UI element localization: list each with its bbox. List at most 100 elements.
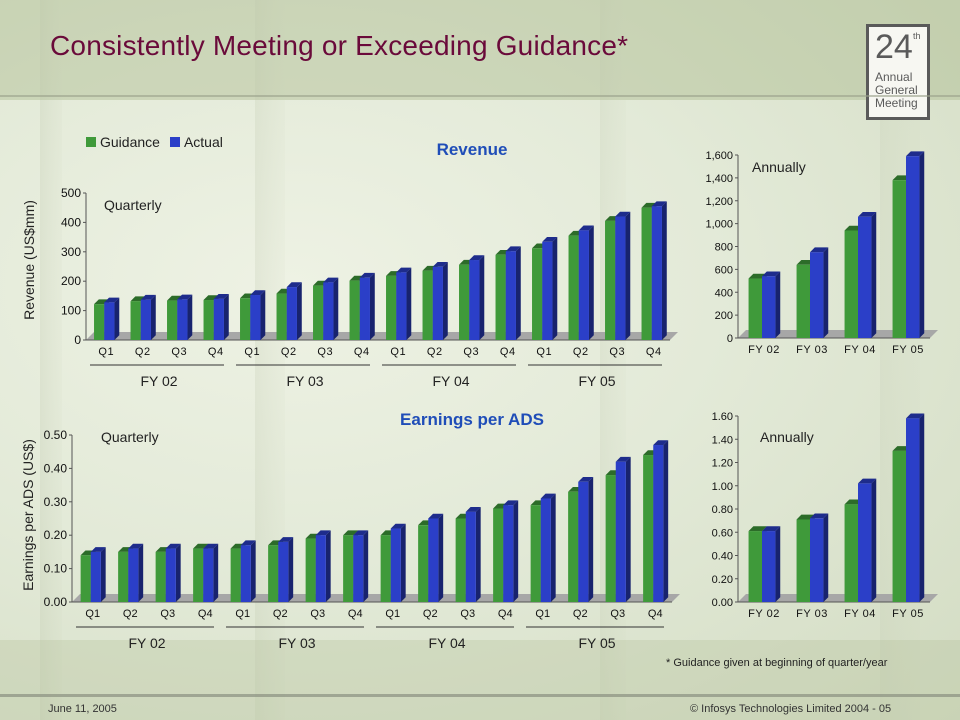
- y-tick-label: 0: [727, 333, 733, 345]
- bar-side: [515, 246, 521, 340]
- x-category-label: Q3: [317, 346, 333, 358]
- chart-floor: [86, 332, 678, 340]
- x-category-label: Q2: [273, 608, 288, 620]
- bar-top: [858, 211, 877, 217]
- x-category-label: Q2: [135, 346, 151, 358]
- guidance-bar: [568, 235, 579, 340]
- bar-side: [288, 537, 294, 602]
- bar-top: [278, 537, 294, 542]
- bar-side: [333, 277, 339, 340]
- actual-bar: [353, 535, 364, 602]
- footer-copyright: © Infosys Technologies Limited 2004 - 05: [690, 703, 892, 715]
- y-tick-label: 0.40: [44, 461, 68, 475]
- fiscal-year-label: FY 02: [128, 635, 165, 651]
- bar-top: [390, 523, 406, 529]
- guidance-bar: [796, 264, 810, 338]
- bar-side: [475, 507, 481, 602]
- guidance-bar: [167, 300, 178, 340]
- actual-bar: [396, 272, 407, 340]
- agm-logo: 24 th Annual General Meeting: [866, 24, 930, 120]
- bar-side: [296, 282, 302, 340]
- y-axis-title: Revenue (US$mm): [21, 200, 37, 320]
- chart-floor: [738, 330, 938, 338]
- x-category-label: Q4: [648, 608, 663, 620]
- x-category-label: Q2: [573, 346, 589, 358]
- bar-top: [396, 267, 412, 273]
- bar-top: [343, 530, 359, 536]
- x-category-label: Q1: [385, 608, 400, 620]
- bar-side: [400, 523, 406, 602]
- y-tick-label: 1.00: [712, 481, 733, 493]
- actual-bar: [250, 295, 261, 340]
- y-tick-label: 0.10: [44, 562, 68, 576]
- actual-bar: [810, 252, 824, 338]
- chart-floor: [72, 594, 680, 602]
- actual-bar: [104, 302, 115, 340]
- bar-top: [193, 543, 209, 549]
- bar-side: [438, 513, 444, 602]
- bar-side: [775, 526, 781, 602]
- y-tick-label: 1,000: [705, 219, 733, 231]
- y-tick-label: 400: [61, 215, 81, 229]
- guidance-bar: [230, 548, 241, 602]
- x-category-label: FY 05: [892, 608, 924, 620]
- actual-bar: [240, 545, 251, 602]
- bar-top: [469, 255, 485, 261]
- y-tick-label: 0.00: [44, 595, 68, 609]
- y-tick-label: 0.30: [44, 495, 68, 509]
- x-category-label: Q1: [235, 608, 250, 620]
- guidance-bar: [796, 519, 810, 602]
- y-tick-label: 0.60: [712, 527, 733, 539]
- guidance-bar: [532, 248, 543, 340]
- bar-top: [140, 294, 156, 300]
- actual-bar: [858, 483, 872, 602]
- guidance-bar: [605, 475, 616, 602]
- guidance-bar: [80, 555, 91, 602]
- bar-top: [906, 151, 925, 157]
- guidance-bar: [455, 518, 466, 602]
- guidance-bar: [748, 278, 762, 338]
- x-category-label: FY 03: [796, 608, 828, 620]
- guidance-bar: [641, 207, 652, 340]
- x-category-label: FY 05: [892, 344, 924, 356]
- guidance-footnote: * Guidance given at beginning of quarter…: [666, 657, 888, 669]
- guidance-bar: [276, 293, 287, 340]
- bar-top: [213, 294, 229, 299]
- x-category-label: Q3: [610, 608, 625, 620]
- actual-bar: [810, 518, 824, 602]
- bar-top: [748, 526, 767, 532]
- x-category-label: Q2: [423, 608, 438, 620]
- actual-bar: [203, 548, 214, 602]
- bar-side: [138, 543, 144, 602]
- y-tick-label: 0.00: [712, 597, 733, 609]
- bar-top: [315, 530, 331, 536]
- bar-top: [578, 225, 594, 231]
- bar-top: [615, 456, 631, 462]
- guidance-bar: [313, 285, 324, 340]
- y-tick-label: 400: [715, 287, 733, 299]
- period-annotation: Annually: [752, 159, 806, 175]
- bar-side: [406, 267, 412, 340]
- actual-bar: [315, 535, 326, 602]
- guidance-bar: [193, 548, 204, 602]
- bar-top: [165, 543, 181, 549]
- bar-top: [651, 201, 667, 207]
- fiscal-year-label: FY 05: [578, 635, 615, 651]
- bar-side: [552, 237, 558, 340]
- x-category-label: Q1: [535, 608, 550, 620]
- bar-top: [540, 493, 556, 499]
- guidance-bar: [155, 551, 166, 602]
- bar-side: [625, 211, 631, 340]
- y-tick-label: 200: [715, 310, 733, 322]
- fiscal-year-label: FY 03: [278, 635, 315, 651]
- x-category-label: Q4: [500, 346, 516, 358]
- guidance-bar: [380, 535, 391, 602]
- y-tick-label: 0.40: [712, 551, 733, 563]
- x-category-label: FY 03: [796, 344, 828, 356]
- bar-top: [428, 513, 444, 519]
- actual-bar: [653, 445, 664, 602]
- guidance-bar: [422, 270, 433, 340]
- x-category-label: Q1: [85, 608, 100, 620]
- x-category-label: FY 02: [748, 344, 780, 356]
